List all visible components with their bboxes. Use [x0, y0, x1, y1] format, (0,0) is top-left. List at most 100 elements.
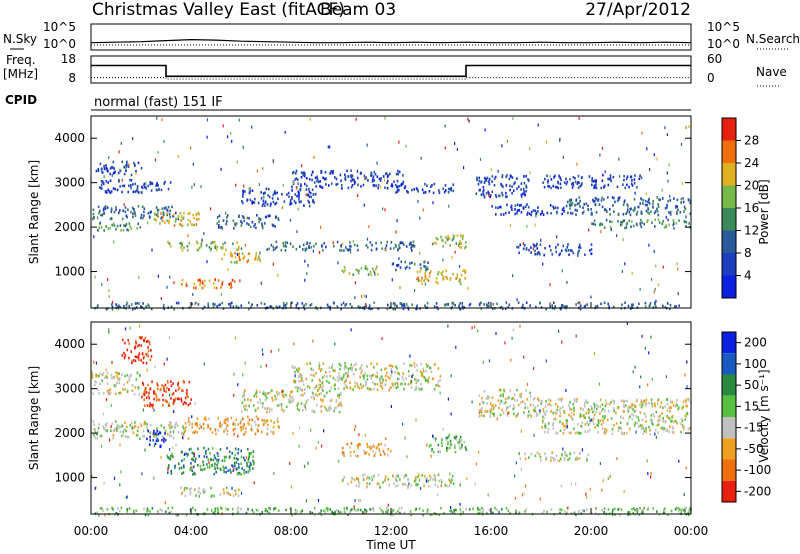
heatmap-cell [447, 397, 449, 401]
heatmap-cell [129, 178, 131, 182]
heatmap-cell [214, 278, 216, 281]
noise-panel: 10^5 10^0 10^5 10^0 N.Sky N.Search [3, 20, 800, 51]
heatmap-cell [405, 144, 407, 148]
heatmap-cell [227, 268, 229, 272]
heatmap-cell [357, 176, 359, 180]
heatmap-cell [226, 417, 229, 421]
heatmap-cell [653, 290, 655, 294]
heatmap-cell [355, 484, 358, 488]
heatmap-cell [257, 258, 259, 261]
heatmap-cell [430, 443, 432, 447]
heatmap-cell [123, 224, 125, 227]
heatmap-cell [373, 387, 375, 391]
heatmap-cell [237, 452, 239, 455]
heatmap-cell [107, 227, 110, 230]
heatmap-cell [137, 425, 140, 429]
heatmap-cell [181, 431, 183, 435]
heatmap-cell [234, 224, 237, 227]
heatmap-cell [136, 227, 138, 230]
heatmap-cell [142, 361, 145, 364]
heatmap-cell [595, 183, 597, 187]
heatmap-cell [396, 219, 398, 223]
heatmap-cell [171, 506, 174, 510]
heatmap-cell [208, 246, 211, 249]
heatmap-cell [288, 401, 291, 404]
heatmap-cell [634, 421, 636, 425]
heatmap-cell [547, 184, 549, 188]
heatmap-cell [145, 396, 148, 400]
heatmap-cell [182, 380, 185, 383]
heatmap-cell [226, 214, 229, 217]
heatmap-cell [298, 192, 300, 195]
heatmap-cell [117, 507, 119, 510]
heatmap-cell [157, 510, 159, 513]
heatmap-cell [395, 230, 397, 234]
heatmap-cell [290, 202, 293, 205]
heatmap-cell [243, 255, 246, 258]
heatmap-cell [403, 186, 406, 190]
heatmap-cell [108, 330, 110, 334]
heatmap-cell [354, 385, 356, 388]
heatmap-cell [511, 336, 513, 340]
heatmap-cell [589, 487, 592, 491]
heatmap-cell [613, 424, 615, 427]
heatmap-cell [499, 402, 501, 405]
heatmap-cell [111, 223, 113, 227]
heatmap-cell [165, 390, 167, 393]
heatmap-cell [344, 511, 347, 515]
heatmap-cell [110, 217, 113, 220]
heatmap-cell [554, 305, 556, 308]
heatmap-cell [172, 392, 175, 395]
heatmap-cell [669, 303, 672, 307]
heatmap-cell [365, 295, 367, 298]
heatmap-cell [575, 213, 577, 216]
heatmap-cell [549, 204, 552, 207]
heatmap-cell [143, 214, 145, 217]
heatmap-cell [254, 197, 256, 201]
heatmap-cell [647, 199, 650, 202]
heatmap-cell [520, 188, 522, 191]
heatmap-cell [558, 459, 561, 463]
heatmap-cell [398, 140, 400, 144]
heatmap-cell [441, 438, 443, 442]
heatmap-cell [194, 472, 196, 476]
heatmap-cell [322, 249, 324, 252]
heatmap-cell [223, 470, 225, 473]
heatmap-cell [421, 387, 423, 391]
heatmap-cell [396, 185, 398, 189]
heatmap-cell [629, 405, 631, 409]
heatmap-cell [110, 376, 113, 380]
heatmap-cell [636, 223, 638, 227]
heatmap-cell [630, 175, 632, 179]
heatmap-cell [113, 171, 116, 174]
heatmap-cell [399, 302, 402, 305]
heatmap-cell [455, 345, 457, 349]
heatmap-cell [640, 400, 643, 404]
heatmap-cell [603, 198, 605, 201]
heatmap-cell [281, 394, 284, 397]
heatmap-cell [232, 242, 234, 246]
heatmap-cell [289, 461, 291, 465]
heatmap-cell [368, 453, 370, 456]
heatmap-cell [356, 454, 359, 458]
heatmap-cell [301, 164, 303, 168]
heatmap-cell [559, 508, 561, 511]
heatmap-cell [410, 513, 413, 517]
heatmap-cell [409, 262, 411, 265]
heatmap-cell [136, 371, 139, 375]
heatmap-cell [490, 408, 493, 411]
heatmap-cell [130, 350, 132, 353]
heatmap-cell [607, 177, 609, 181]
heatmap-cell [662, 219, 664, 223]
heatmap-cell [640, 197, 642, 200]
heatmap-cell [329, 305, 332, 309]
heatmap-cell [97, 304, 99, 307]
heatmap-cell [515, 461, 517, 465]
heatmap-cell [419, 216, 421, 220]
heatmap-cell [267, 423, 269, 427]
heatmap-cell [431, 513, 434, 516]
heatmap-cell [250, 427, 253, 431]
ytick-label: 3000 [54, 176, 85, 190]
heatmap-cell [373, 474, 375, 477]
heatmap-cell [111, 308, 114, 311]
